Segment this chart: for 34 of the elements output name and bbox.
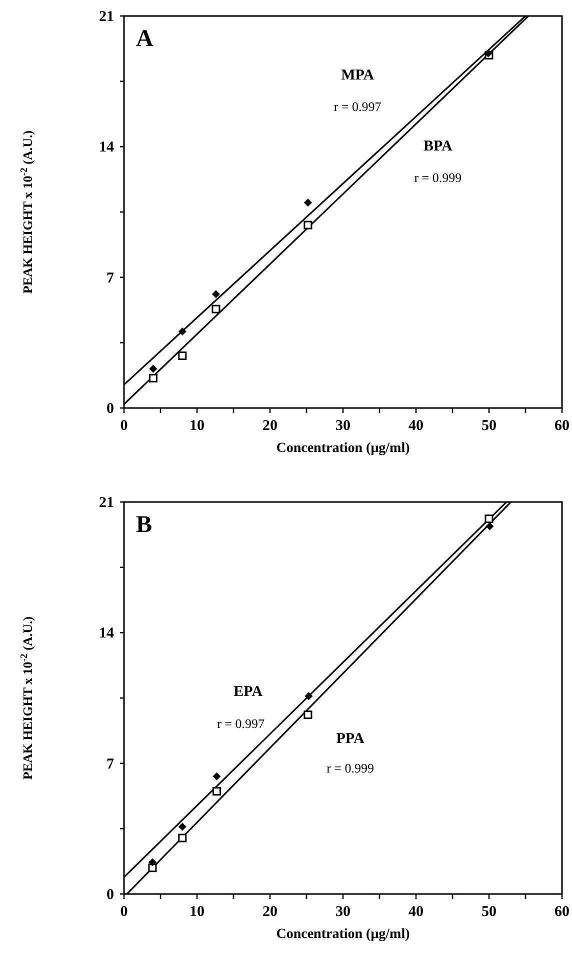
annotation: BPA — [423, 138, 453, 154]
annotation: r = 0.999 — [326, 760, 374, 776]
y-tick-label: 21 — [99, 495, 114, 511]
x-tick-label: 40 — [408, 904, 424, 920]
x-tick-label: 10 — [190, 418, 204, 434]
annotation: B — [136, 512, 152, 538]
annotation: r = 0.997 — [217, 716, 265, 731]
y-tick-label: 14 — [99, 626, 114, 642]
x-tick-label: 30 — [336, 418, 350, 434]
y-tick-label: 0 — [106, 887, 114, 903]
y-tick-label: 7 — [106, 756, 114, 772]
annotation: EPA — [234, 684, 263, 700]
x-tick-label: 0 — [120, 904, 128, 920]
y-tick-label: 14 — [99, 140, 114, 156]
x-tick-label: 50 — [482, 904, 496, 920]
annotation: PPA — [336, 730, 364, 747]
x-tick-label: 0 — [120, 418, 128, 434]
annotation: r = 0.997 — [334, 99, 382, 114]
annotation: MPA — [341, 67, 374, 84]
x-tick-label: 40 — [408, 418, 424, 434]
y-tick-label: 21 — [99, 9, 114, 25]
x-axis-title: Concentration (μg/ml) — [276, 927, 410, 942]
x-tick-label: 20 — [262, 418, 278, 434]
x-tick-label: 50 — [482, 418, 496, 434]
annotation: A — [136, 26, 154, 52]
y-tick-label: 7 — [106, 270, 114, 286]
x-tick-label: 20 — [262, 904, 278, 920]
x-tick-label: 30 — [336, 904, 350, 920]
x-axis-title: Concentration (μg/ml) — [276, 441, 410, 456]
y-tick-label: 0 — [106, 401, 114, 417]
x-tick-label: 60 — [554, 418, 570, 434]
x-tick-label: 10 — [190, 904, 204, 920]
x-tick-label: 60 — [554, 904, 570, 920]
annotation: r = 0.999 — [414, 170, 462, 186]
